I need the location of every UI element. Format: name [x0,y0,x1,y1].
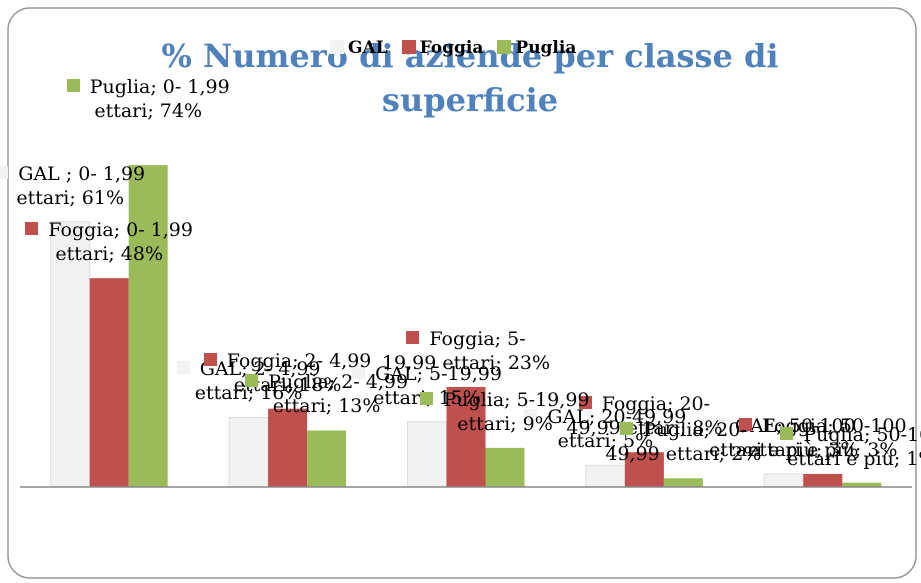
bar [407,421,447,488]
data-label-text: GAL; 20-49,99 ettari; 5% [547,406,687,453]
label-swatch [406,330,420,344]
label-swatch [66,79,80,93]
data-label: Foggia; 20-49,99 ettari; 8% [559,392,729,440]
data-label-text: Puglia; 20-49,99 ettari; 2% [605,419,762,466]
data-label: Foggia; 2- 4,99 ettari; 18% [203,349,373,397]
label-swatch [0,165,9,179]
bar [128,165,168,487]
legend-item: Puglia [497,38,576,58]
data-label: GAL; 2- 4,99 ettari; 16% [164,357,334,405]
data-label: Puglia; 0- 1,99 ettari; 74% [63,75,233,123]
bar [663,478,703,487]
legend-label: Puglia [515,38,577,58]
data-label-text: Foggia; 20-49,99 ettari; 8% [566,393,723,440]
legend-label: GAL [348,38,388,58]
data-label: Foggia; 5-19,99 ettari; 23% [381,327,551,375]
bar [50,221,91,488]
data-label-text: Foggia; 5-19,99 ettari; 23% [381,327,551,374]
label-swatch [25,222,39,236]
data-label: GAL; 20-49,99 ettari; 5% [520,405,690,453]
data-label-text: Puglia; 50-100 ettari e più; 1% [787,423,921,470]
label-swatch [620,422,634,436]
legend-item: Foggia [401,38,484,58]
bar [842,482,882,487]
data-label-text: GAL ; 0- 1,99 ettari; 61% [16,162,146,209]
data-label: Foggia; 50-100 ettari e più; 3% [738,414,908,462]
legend-label: Foggia [419,38,484,58]
legend-swatch [497,40,512,54]
data-label: GAL ; 0- 1,99 ettari; 61% [0,162,155,210]
data-label-text: Puglia; 2- 4,99 ettari; 13% [268,371,409,418]
bar [803,473,843,487]
data-label-text: Puglia; 0- 1,99 ettari; 74% [89,76,230,123]
data-label-text: GAL; 2- 4,99 ettari; 16% [194,358,321,405]
label-swatch [203,352,217,366]
data-label: Puglia; 5-19,99 ettari; 9% [420,388,590,436]
label-swatch [711,417,725,431]
bar [268,408,308,487]
data-label: Foggia; 0- 1,99 ettari; 48% [24,218,194,266]
data-label-text: Foggia; 50-100 ettari e più; 3% [748,414,907,461]
legend-swatch [330,40,344,54]
data-label: Puglia; 20-49,99 ettari; 2% [598,418,768,466]
bar [89,278,129,487]
legend-swatch [401,40,416,54]
data-label-text: Foggia; 0- 1,99 ettari; 48% [48,219,193,266]
data-label: Puglia; 2- 4,99 ettari; 13% [242,370,412,418]
label-swatch [780,426,794,440]
data-label-text: Foggia; 2- 4,99 ettari; 18% [226,349,372,396]
data-label: Puglia; 50-100 ettari e più; 1% [777,423,921,471]
bar [624,452,664,487]
bar [307,430,347,487]
bar [585,464,626,488]
label-swatch [524,409,538,423]
bar [446,386,486,487]
label-swatch [176,361,190,375]
bar [485,447,525,487]
data-label-text: Puglia; 5-19,99 ettari; 9% [443,388,590,435]
data-label: GAL; 50-100 ettari e più; 3% [699,414,869,462]
label-swatch [578,396,592,410]
data-label-text: GAL; 50-100 ettari e più; 3% [709,414,859,461]
legend-item: GAL [330,38,388,58]
bar [763,473,804,488]
chart-title: % Numero di aziende per classe di superf… [161,37,779,119]
label-swatch [420,391,434,405]
label-swatch [352,365,366,379]
legend: GAL Foggia Puglia [330,38,576,58]
label-swatch [245,374,259,388]
label-swatch [738,417,752,431]
bar [228,416,269,488]
